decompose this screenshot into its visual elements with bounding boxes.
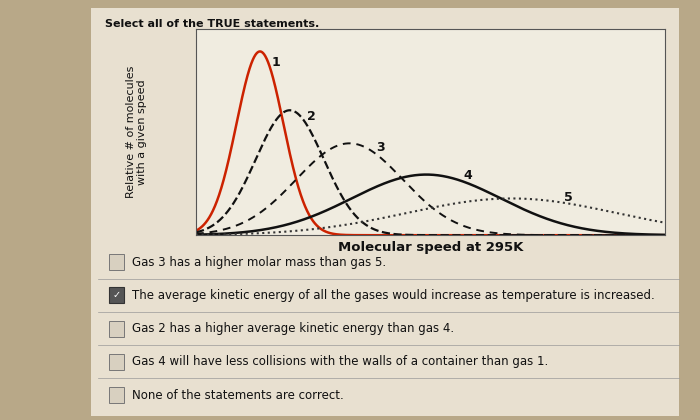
Text: 4: 4 [463,169,473,182]
Text: 1: 1 [272,56,281,69]
Text: Gas 4 will have less collisions with the walls of a container than gas 1.: Gas 4 will have less collisions with the… [132,355,549,368]
Text: 2: 2 [307,110,316,123]
Text: ✓: ✓ [112,291,120,300]
Text: 5: 5 [564,192,573,205]
Text: 3: 3 [376,141,385,154]
Text: The average kinetic energy of all the gases would increase as temperature is inc: The average kinetic energy of all the ga… [132,289,655,302]
Text: None of the statements are correct.: None of the statements are correct. [132,388,344,402]
Text: Gas 3 has a higher molar mass than gas 5.: Gas 3 has a higher molar mass than gas 5… [132,256,386,269]
X-axis label: Molecular speed at 295K: Molecular speed at 295K [338,241,523,254]
Text: Select all of the TRUE statements.: Select all of the TRUE statements. [105,19,319,29]
Text: Gas 2 has a higher average kinetic energy than gas 4.: Gas 2 has a higher average kinetic energ… [132,322,454,335]
Text: Relative # of molecules
with a given speed: Relative # of molecules with a given spe… [126,66,147,199]
